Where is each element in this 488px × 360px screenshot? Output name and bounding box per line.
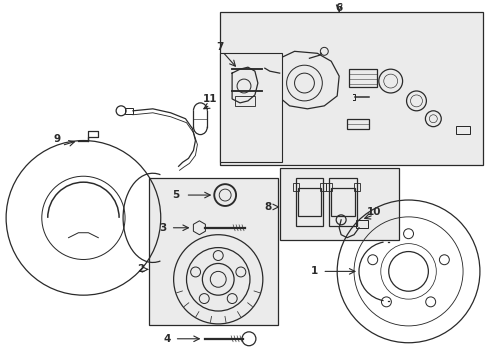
- Bar: [297, 188, 321, 216]
- Bar: [328, 178, 356, 226]
- Bar: [320, 183, 325, 191]
- Text: 3: 3: [159, 223, 166, 233]
- Bar: [330, 188, 354, 216]
- Bar: [220, 12, 482, 165]
- Bar: [295, 178, 323, 226]
- Bar: [348, 69, 376, 87]
- Bar: [355, 220, 367, 228]
- Text: 8: 8: [264, 202, 271, 212]
- Bar: [148, 178, 277, 325]
- Text: 7: 7: [216, 42, 224, 52]
- Text: 9: 9: [53, 134, 60, 144]
- Bar: [220, 53, 281, 162]
- Bar: [230, 64, 238, 74]
- Text: 1: 1: [310, 266, 317, 276]
- Text: 4: 4: [163, 334, 170, 344]
- Bar: [325, 183, 331, 191]
- Text: 10: 10: [366, 207, 380, 217]
- Text: 5: 5: [172, 190, 179, 200]
- Text: 11: 11: [203, 94, 217, 104]
- Bar: [230, 86, 238, 96]
- Bar: [353, 183, 359, 191]
- Text: 6: 6: [335, 3, 342, 13]
- Text: 2: 2: [136, 264, 143, 274]
- Bar: [235, 96, 254, 106]
- Bar: [455, 126, 469, 134]
- Bar: [125, 108, 133, 114]
- Bar: [279, 168, 398, 240]
- Bar: [292, 183, 298, 191]
- Bar: [346, 119, 368, 129]
